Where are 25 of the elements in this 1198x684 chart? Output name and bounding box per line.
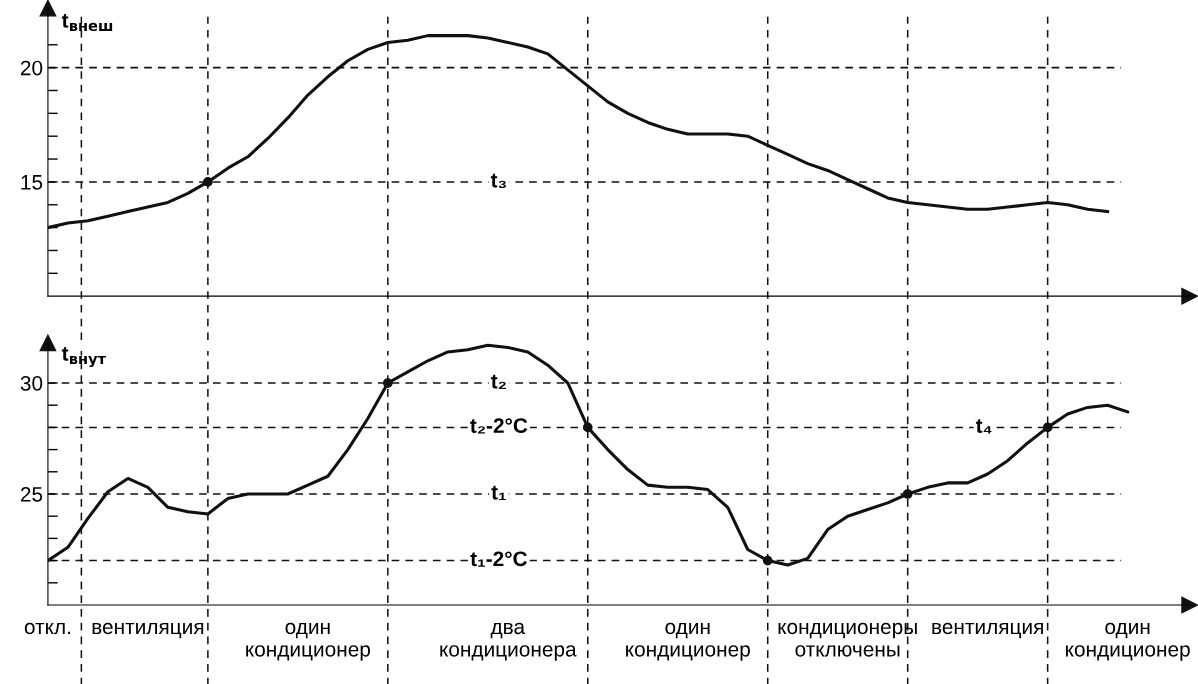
- x-tick-label: вентиляция: [92, 622, 204, 639]
- x-tick-label: откл.: [24, 622, 70, 635]
- x-tick-label: один кондиционер: [246, 622, 371, 661]
- point: [762, 555, 773, 566]
- y-axis-title: t$_{внеш}$: [61, 13, 113, 32]
- ref-line-label: t₂-2°C: [470, 418, 528, 434]
- x-tick-label: кондиционеры отключены: [778, 622, 917, 657]
- y-axis-title: t$_{внут}$: [61, 346, 106, 368]
- ref-line-label: t₁-2°C: [470, 551, 528, 567]
- point: [382, 378, 393, 388]
- y-tick-label: 20: [20, 60, 43, 76]
- x-tick-label: вентиляция: [932, 622, 1043, 639]
- ref-line-label: t₁: [491, 485, 506, 501]
- x-tick-label: один кондиционер: [626, 622, 750, 661]
- point: [902, 489, 913, 499]
- x-tick-label: два кондиционера: [440, 622, 577, 661]
- y-tick-label: 25: [20, 486, 43, 502]
- annotation: t₄: [975, 419, 992, 434]
- point: [1042, 422, 1053, 433]
- y-tick-label: 15: [21, 175, 43, 190]
- y-tick-label: 30: [20, 375, 43, 391]
- ref-line-label: t₂: [491, 374, 506, 390]
- x-tick-label: один кондиционер: [1066, 622, 1190, 661]
- ref-line-label: t₃: [490, 173, 506, 189]
- point: [582, 422, 593, 433]
